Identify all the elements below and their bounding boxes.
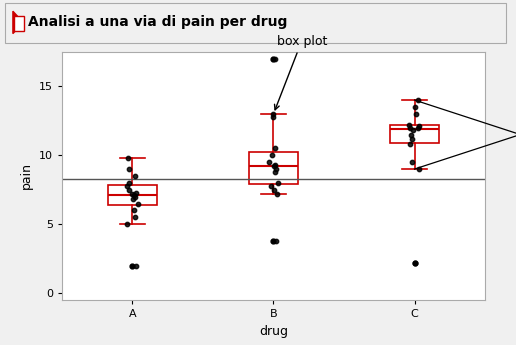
Point	[128, 191, 137, 197]
Point	[270, 164, 278, 169]
X-axis label: drug: drug	[259, 325, 288, 338]
Point	[414, 124, 423, 129]
Point	[411, 104, 419, 110]
Text: Analisi a una via di pain per drug: Analisi a una via di pain per drug	[28, 16, 288, 29]
PathPatch shape	[108, 185, 157, 205]
Point	[269, 114, 277, 119]
Point	[131, 173, 139, 179]
Point	[415, 166, 423, 172]
Point	[123, 183, 131, 188]
Point	[131, 194, 139, 199]
Y-axis label: pain: pain	[20, 162, 34, 189]
Point	[407, 132, 415, 137]
Point	[131, 215, 139, 220]
Point	[408, 159, 416, 165]
Point	[130, 193, 138, 198]
Point	[411, 260, 419, 266]
Point	[414, 125, 423, 130]
Point	[412, 111, 420, 117]
FancyBboxPatch shape	[5, 3, 506, 43]
Point	[270, 162, 279, 168]
Point	[132, 263, 140, 268]
Point	[125, 187, 134, 193]
Point	[274, 180, 282, 186]
Point	[134, 201, 142, 206]
Point	[405, 122, 413, 128]
Point	[408, 136, 416, 141]
Polygon shape	[13, 11, 23, 34]
Point	[130, 208, 138, 213]
Point	[269, 111, 277, 117]
Point	[124, 166, 133, 172]
Point	[132, 190, 140, 195]
Point	[269, 187, 278, 193]
PathPatch shape	[390, 125, 439, 143]
Point	[128, 197, 137, 202]
Point	[272, 166, 280, 172]
Point	[268, 152, 276, 158]
Point	[124, 155, 132, 161]
Text: box plot: box plot	[275, 34, 327, 110]
Point	[265, 159, 273, 165]
Point	[123, 221, 131, 227]
Point	[271, 146, 280, 151]
FancyBboxPatch shape	[14, 16, 24, 31]
Point	[267, 183, 275, 188]
Point	[414, 97, 422, 103]
Point	[409, 128, 417, 133]
Point	[272, 238, 280, 244]
Point	[271, 169, 279, 175]
Point	[273, 191, 281, 197]
Point	[125, 180, 133, 186]
Point	[406, 125, 414, 130]
PathPatch shape	[249, 152, 298, 184]
Point	[406, 141, 414, 147]
Point	[271, 56, 279, 61]
